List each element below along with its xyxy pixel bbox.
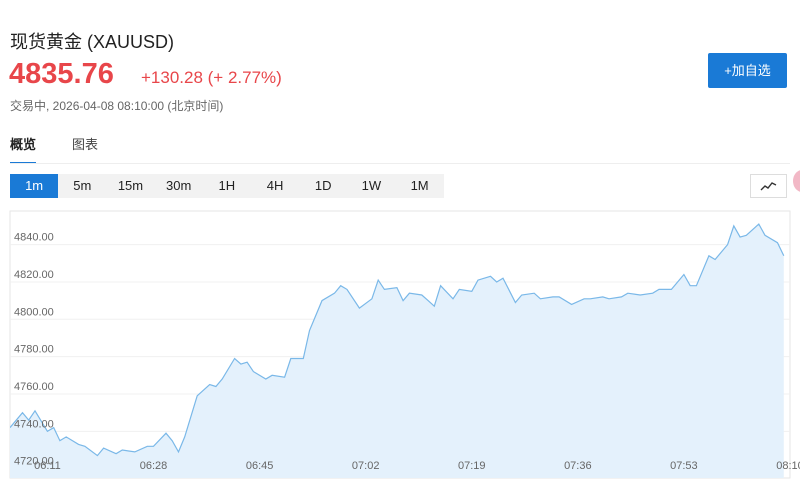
y-tick-label: 4840.00: [14, 232, 54, 244]
area: [10, 224, 784, 478]
interval-button[interactable]: 30m: [166, 178, 192, 193]
interval-button[interactable]: 1m: [10, 174, 59, 198]
watch-button[interactable]: +加自选: [708, 53, 787, 88]
price-line: [10, 223, 785, 457]
chart-type-button[interactable]: [750, 174, 787, 198]
y-tick-label: 4800.00: [14, 306, 54, 318]
interval-button[interactable]: 1D: [314, 178, 332, 193]
tab[interactable]: 图表: [72, 137, 99, 152]
x-tick-label: 06:11: [34, 460, 61, 472]
y-tick-label: 4780.00: [14, 344, 54, 356]
y-tick-label: 4820.00: [14, 269, 54, 281]
divider: [10, 163, 790, 164]
price-change: +130.28 (+ 2.77%): [141, 68, 282, 87]
interval-button[interactable]: 5m: [73, 178, 92, 193]
interval-button[interactable]: 4H: [266, 178, 284, 193]
x-tick-label: 07:36: [564, 460, 592, 472]
x-tick-label: 07:02: [352, 460, 380, 472]
x-tick-label: 06:28: [140, 460, 168, 472]
x-tick-label: 06:45: [246, 460, 274, 472]
title: 现货黄金 (XAUUSD): [10, 32, 175, 52]
x-tick-label: 07:53: [670, 460, 698, 472]
interval-button[interactable]: 15m: [117, 178, 144, 193]
y-tick-label: 4740.00: [14, 418, 54, 430]
interval-button[interactable]: 1M: [410, 178, 429, 193]
interval-bar: 1m 5m 15m 30m 1H 4H 1D 1W 1M: [10, 174, 444, 198]
interval-button[interactable]: 1H: [218, 178, 236, 193]
plot-area: [10, 223, 790, 478]
x-tick-label: 08:10: [776, 460, 800, 472]
chart-icon: [760, 182, 777, 191]
x-tick-label: 07:19: [458, 460, 486, 472]
interval-button[interactable]: 1W: [361, 178, 382, 193]
price: 4835.76: [9, 58, 114, 90]
y-tick-label: 4760.00: [14, 381, 54, 393]
y-tick-label: 4720.00: [14, 456, 54, 468]
side-badge[interactable]: [793, 170, 800, 192]
status: 交易中, 2026-04-08 08:10:00 (北京时间): [10, 99, 224, 113]
